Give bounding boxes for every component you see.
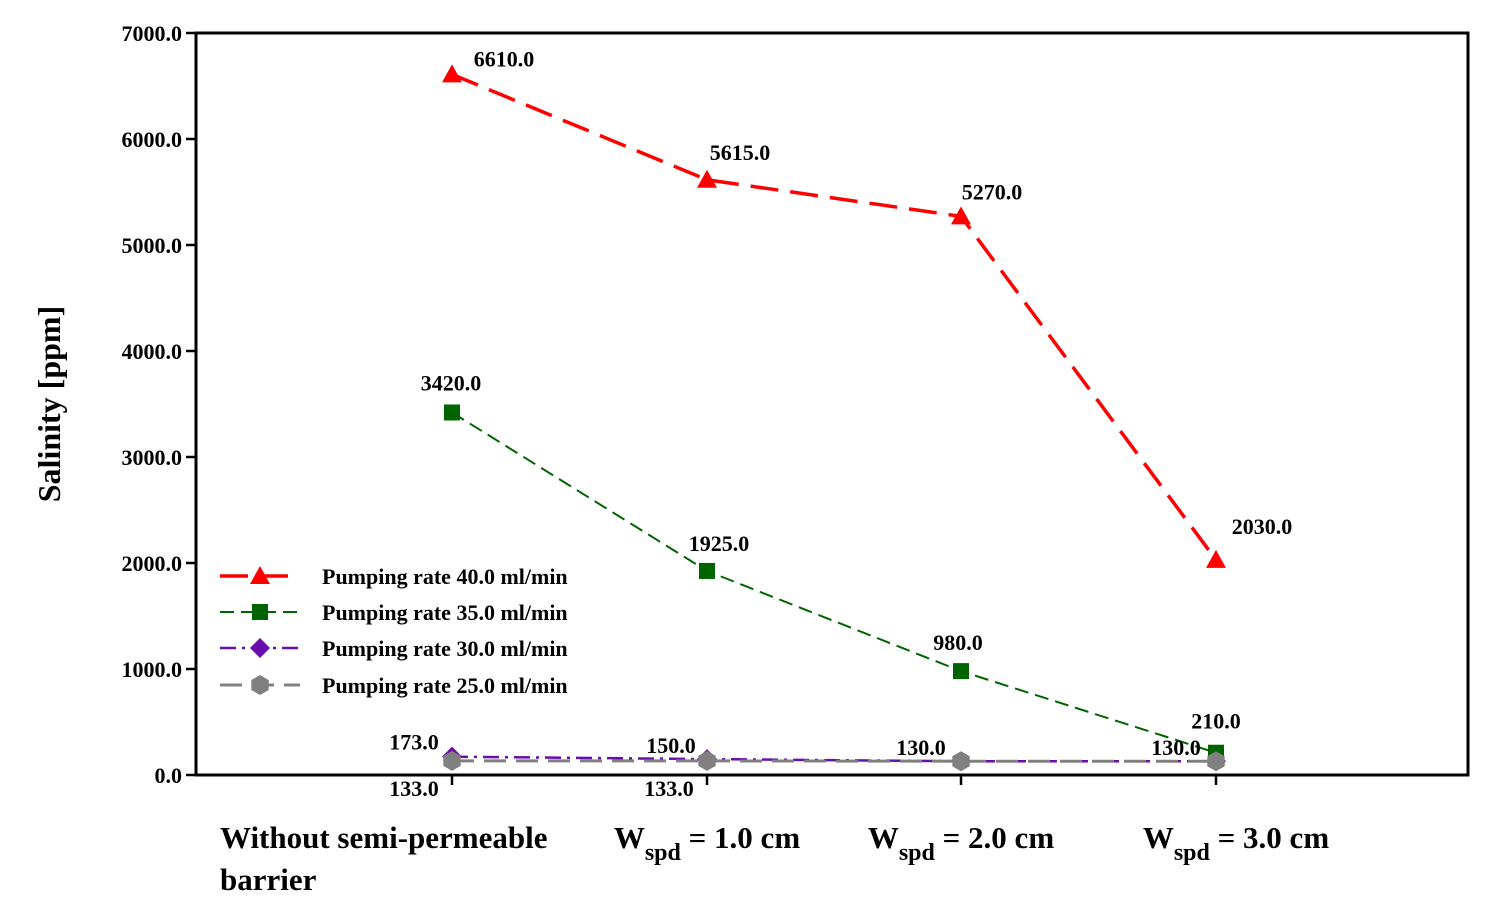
data-label: 210.0 [1191, 709, 1241, 734]
series-line [451, 411, 1217, 754]
legend-label: Pumping rate 35.0 ml/min [322, 600, 568, 625]
legend-label: Pumping rate 25.0 ml/min [322, 673, 568, 698]
data-label: 5270.0 [962, 179, 1023, 204]
y-tick-label: 4000.0 [122, 339, 183, 364]
series-3 [442, 746, 1226, 772]
x-category-label: barrier [220, 862, 317, 897]
data-point [444, 404, 460, 421]
data-point [953, 663, 969, 680]
data-label: 133.0 [389, 776, 439, 801]
data-label: 6610.0 [474, 46, 535, 71]
y-axis-label: Salinity [ppm] [31, 306, 67, 502]
data-point [699, 562, 715, 579]
data-point [697, 169, 717, 188]
y-tick-label: 6000.0 [122, 127, 183, 152]
data-point [1206, 549, 1226, 568]
y-tick-label: 3000.0 [122, 445, 183, 470]
data-label: 1925.0 [689, 531, 750, 556]
legend-item: Pumping rate 25.0 ml/min [220, 673, 568, 698]
x-category-label: Wspd = 2.0 cm [868, 820, 1054, 866]
legend-marker [250, 566, 270, 584]
plot-frame [194, 31, 1470, 777]
data-label: 3420.0 [421, 370, 482, 395]
y-tick-label: 1000.0 [122, 657, 183, 682]
series-2 [444, 404, 1224, 761]
data-label: 150.0 [646, 733, 696, 758]
legend-label: Pumping rate 40.0 ml/min [322, 564, 568, 589]
series-1 [442, 64, 1226, 568]
y-tick-label: 0.0 [155, 763, 183, 788]
data-point [951, 206, 971, 225]
data-label: 5615.0 [710, 140, 771, 165]
legend-marker [252, 604, 268, 620]
data-label: 980.0 [933, 630, 983, 655]
x-category-label: Wspd = 1.0 cm [614, 820, 800, 866]
series-line [451, 72, 1218, 561]
y-tick-label: 5000.0 [122, 233, 183, 258]
x-category-label: Without semi-permeable [220, 820, 547, 855]
data-point [443, 750, 461, 771]
series-line [451, 755, 1216, 763]
data-label: 130.0 [1151, 735, 1201, 760]
legend-label: Pumping rate 30.0 ml/min [322, 636, 568, 661]
legend-marker [250, 638, 270, 658]
data-label: 173.0 [389, 730, 439, 755]
legend-marker [251, 675, 269, 695]
y-tick-label: 2000.0 [122, 551, 183, 576]
y-tick-label: 7000.0 [122, 21, 183, 46]
data-point [1207, 751, 1225, 772]
legend-item: Pumping rate 40.0 ml/min [220, 564, 568, 589]
series-4 [443, 750, 1225, 772]
data-point [442, 64, 462, 83]
data-label: 130.0 [896, 735, 946, 760]
x-category-label: Wspd = 3.0 cm [1143, 820, 1329, 866]
legend-item: Pumping rate 35.0 ml/min [220, 600, 568, 625]
data-label: 133.0 [644, 776, 694, 801]
legend-item: Pumping rate 30.0 ml/min [220, 636, 568, 661]
data-point [952, 751, 970, 772]
data-label: 2030.0 [1232, 514, 1293, 539]
data-point [698, 750, 716, 771]
